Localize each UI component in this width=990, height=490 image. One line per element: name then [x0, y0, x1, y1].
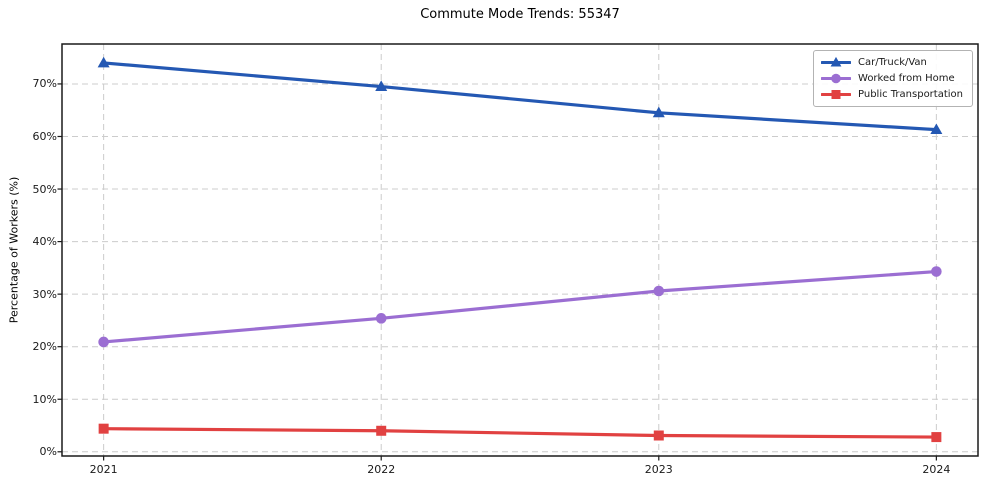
plot-background — [62, 44, 978, 456]
marker-worked-from-home-2022 — [375, 313, 387, 324]
plot-border — [61, 43, 979, 457]
x-tick-label-2021: 2021 — [89, 463, 118, 476]
y-tick-label-0: 0% — [39, 445, 57, 459]
marker-car-truck-van-2022 — [375, 80, 388, 91]
legend-item-car-truck-van: Car/Truck/Van — [821, 56, 963, 69]
marker-worked-from-home-2024 — [931, 266, 942, 277]
legend-item-public-transportation: Public Transportation — [821, 88, 963, 101]
y-tick-label-20: 20% — [32, 340, 57, 354]
marker-worked-from-home-2021 — [98, 336, 109, 348]
chart-title: Commute Mode Trends: 55347 — [420, 7, 620, 22]
x-tick-label-2023: 2023 — [644, 463, 673, 476]
marker-car-truck-van-2023 — [652, 106, 665, 118]
marker-public-transportation-2024 — [931, 432, 942, 443]
legend-label: Worked from Home — [858, 73, 955, 84]
legend-swatch-triangle-icon — [821, 56, 852, 67]
y-axis-label: Percentage of Workers (%) — [7, 176, 21, 324]
legend-marker-triangle — [830, 56, 842, 67]
y-tick-label-60: 60% — [32, 129, 57, 143]
marker-public-transportation-2022 — [376, 425, 387, 436]
series-line-car-truck-van — [102, 61, 938, 132]
marker-public-transportation-2023 — [653, 430, 664, 441]
series-line-public-transportation — [102, 427, 938, 439]
marker-car-truck-van-2024 — [930, 123, 943, 135]
marker-public-transportation-2021 — [98, 423, 109, 434]
x-tick-label-2022: 2022 — [367, 463, 396, 476]
y-tick-label-70: 70% — [32, 77, 57, 91]
y-tick-label-50: 50% — [32, 182, 57, 196]
legend: Car/Truck/Van Worked from Home Public Tran… — [813, 50, 973, 107]
legend-swatch-circle-icon — [821, 73, 852, 84]
legend-label: Public Transportation — [858, 89, 963, 100]
marker-car-truck-van-2021 — [97, 56, 110, 68]
y-tick-label-30: 30% — [32, 287, 57, 301]
legend-marker-square — [831, 90, 841, 99]
legend-item-worked-from-home: Worked from Home — [821, 72, 963, 85]
legend-label: Car/Truck/Van — [858, 57, 927, 68]
y-tick-label-10: 10% — [32, 392, 57, 406]
x-tick-label-2024: 2024 — [922, 463, 951, 476]
y-tick-label-40: 40% — [32, 235, 57, 249]
series-line-worked-from-home — [102, 269, 938, 344]
marker-worked-from-home-2023 — [653, 285, 665, 297]
legend-marker-circle — [831, 73, 841, 84]
legend-swatch-square-icon — [821, 90, 852, 99]
